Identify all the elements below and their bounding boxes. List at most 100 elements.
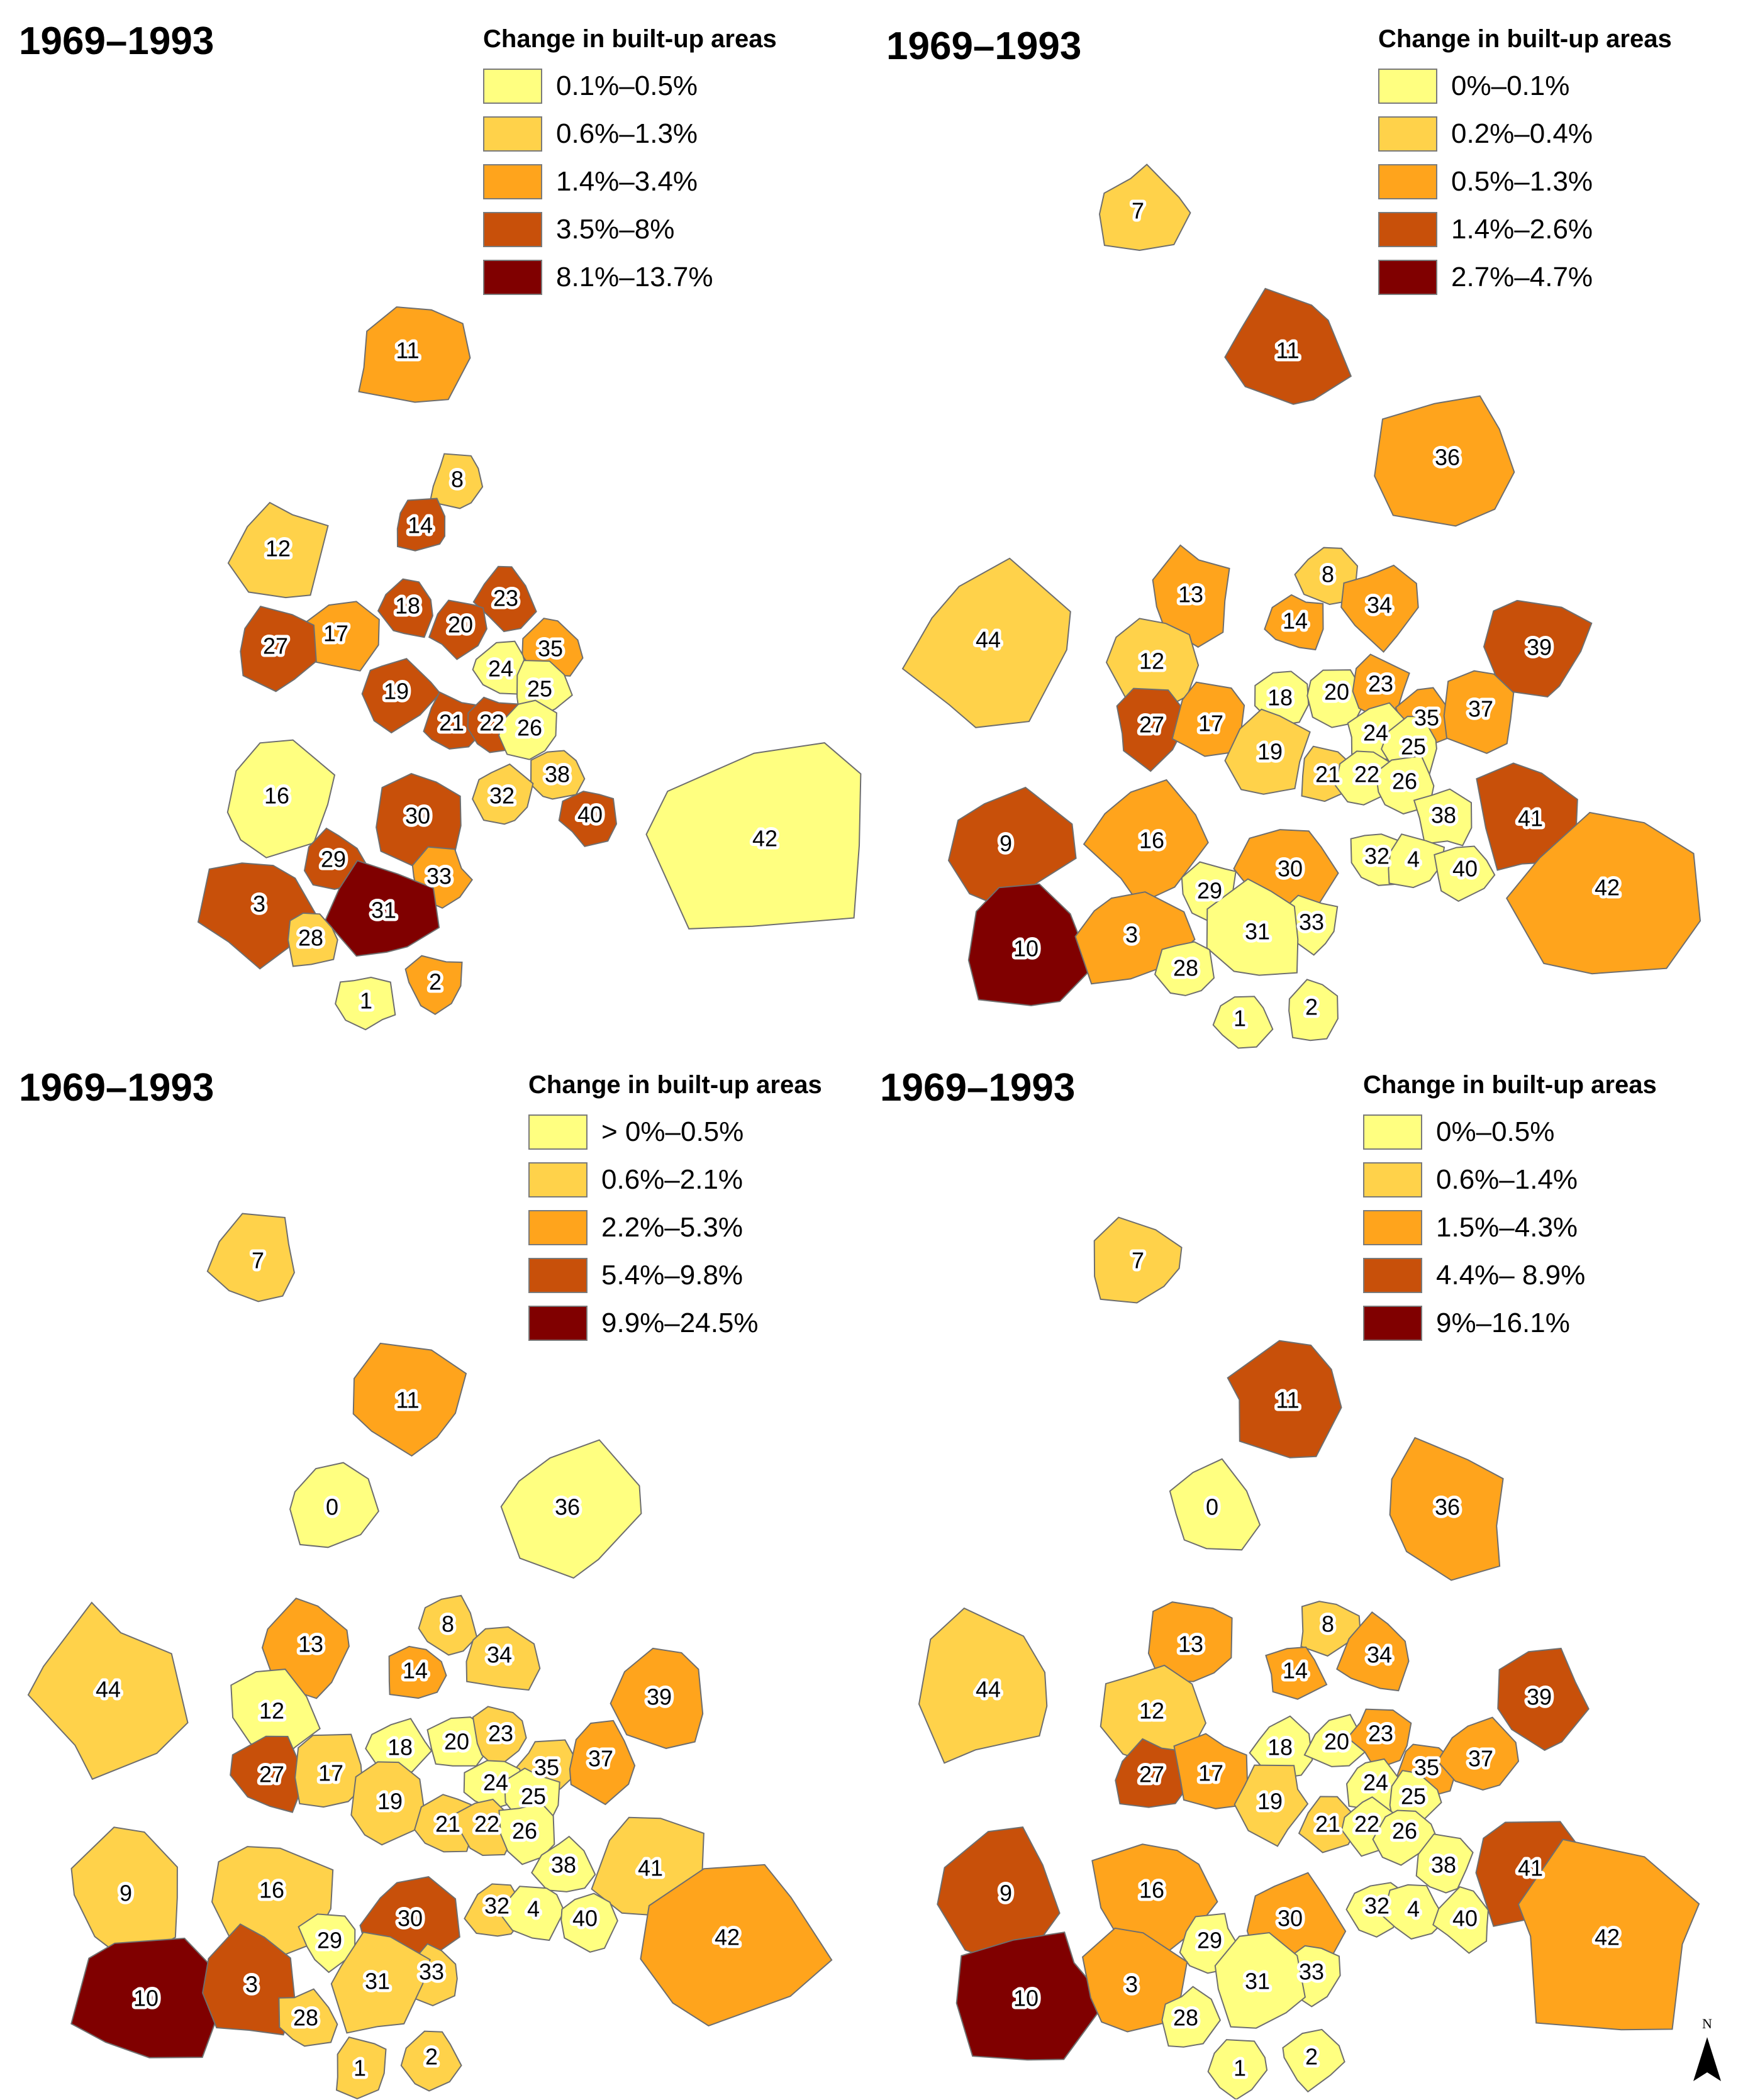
- region-label-12: 12: [1139, 1698, 1164, 1724]
- region-label-3: 3: [253, 891, 265, 917]
- region-2: [1282, 2028, 1345, 2093]
- map-panel-3: 1969–1993 7 11 0 36 13 8 14 34 44 12 39 18 20 23 27 17 3…: [0, 1050, 880, 2099]
- region-label-17: 17: [323, 621, 348, 647]
- region-label-20: 20: [1324, 679, 1349, 705]
- legend-item: 1.4%–3.4%: [483, 158, 777, 206]
- region-38: [1413, 788, 1473, 847]
- region-label-22: 22: [1354, 1811, 1379, 1837]
- legend-label: 0%–0.1%: [1451, 70, 1570, 101]
- region-label-8: 8: [1322, 1611, 1334, 1637]
- region-label-10: 10: [1013, 936, 1039, 962]
- region-44: [27, 1601, 189, 1781]
- region-8: [1300, 1601, 1361, 1657]
- region-label-23: 23: [1368, 1721, 1393, 1747]
- region-label-19: 19: [1257, 1789, 1283, 1814]
- legend-swatch: [528, 1114, 588, 1150]
- region-0: [1169, 1458, 1261, 1551]
- region-label-18: 18: [395, 593, 420, 619]
- region-label-28: 28: [293, 2005, 318, 2031]
- legend-swatch: [1363, 1114, 1422, 1150]
- region-28: [1154, 941, 1215, 996]
- legend-title: Change in built-up areas: [483, 25, 777, 53]
- region-label-40: 40: [572, 1906, 598, 1931]
- region-label-35: 35: [1414, 1755, 1439, 1781]
- region-label-16: 16: [259, 1877, 284, 1903]
- region-label-36: 36: [1435, 445, 1460, 470]
- region-20: [1306, 669, 1365, 728]
- region-label-34: 34: [1367, 1642, 1392, 1668]
- legend-item: 4.4%– 8.9%: [1363, 1252, 1657, 1299]
- legend-item: > 0%–0.5%: [528, 1108, 822, 1156]
- region-label-1: 1: [1234, 1006, 1246, 1031]
- region-label-28: 28: [1173, 955, 1198, 981]
- region-7: [206, 1213, 295, 1303]
- region-10: [70, 1937, 221, 2058]
- region-44: [901, 557, 1071, 728]
- region-label-19: 19: [1257, 739, 1283, 765]
- region-label-3: 3: [1125, 922, 1138, 948]
- region-2: [1288, 979, 1339, 1042]
- region-label-2: 2: [425, 2044, 438, 2070]
- region-label-26: 26: [1392, 769, 1417, 794]
- legend-item: 1.4%–2.6%: [1378, 206, 1672, 253]
- region-7: [1098, 164, 1191, 252]
- legend-label: 2.7%–4.7%: [1451, 262, 1593, 292]
- region-label-9: 9: [1000, 1881, 1012, 1906]
- region-12: [227, 501, 329, 599]
- region-label-32: 32: [1364, 843, 1390, 869]
- region-label-40: 40: [1452, 1906, 1478, 1931]
- legend-label: 0.6%–2.1%: [601, 1164, 744, 1195]
- region-27: [1116, 687, 1188, 772]
- region-label-32: 32: [1364, 1893, 1390, 1919]
- legend-label: 3.5%–8%: [556, 214, 675, 245]
- region-39: [1483, 599, 1593, 698]
- region-label-31: 31: [1245, 1969, 1270, 1994]
- region-label-23: 23: [493, 586, 518, 611]
- legend-item: 2.7%–4.7%: [1378, 253, 1672, 301]
- region-10: [955, 1931, 1108, 2061]
- region-8: [1294, 547, 1359, 606]
- region-31: [1214, 1931, 1306, 2029]
- legend: Change in built-up areas 0.1%–0.5% 0.6%–1…: [483, 25, 777, 301]
- legend-item: 9%–16.1%: [1363, 1299, 1657, 1347]
- legend-item: 5.4%–9.8%: [528, 1252, 822, 1299]
- legend-item: 0.6%–1.4%: [1363, 1156, 1657, 1204]
- north-arrow-icon: N: [1688, 2016, 1726, 2085]
- region-label-35: 35: [538, 636, 563, 662]
- legend-swatch: [483, 212, 542, 247]
- region-14: [396, 497, 446, 552]
- region-31: [1206, 878, 1299, 976]
- legend-swatch: [1378, 116, 1437, 152]
- legend-item: 0.1%–0.5%: [483, 62, 777, 110]
- region-label-12: 12: [259, 1698, 284, 1724]
- region-label-18: 18: [1267, 1735, 1293, 1760]
- region-42: [645, 742, 862, 930]
- region-label-27: 27: [1139, 1762, 1164, 1787]
- legend-label: 5.4%–9.8%: [601, 1260, 744, 1291]
- region-42: [640, 1864, 833, 2027]
- region-40: [1434, 845, 1496, 903]
- legend-title: Change in built-up areas: [1378, 25, 1672, 53]
- region-label-30: 30: [405, 803, 430, 829]
- region-label-2: 2: [429, 969, 442, 995]
- region-21: [1298, 1796, 1356, 1853]
- legend-item: 0.2%–0.4%: [1378, 110, 1672, 158]
- region-label-14: 14: [403, 1658, 428, 1684]
- region-label-29: 29: [317, 1928, 342, 1953]
- region-27: [230, 1735, 306, 1813]
- region-label-41: 41: [638, 1855, 663, 1881]
- map-panel-2: 1969–1993 7 11 36 13 8 14 34 44 12 39 18 20 23 27 17 35…: [880, 0, 1760, 1050]
- region-label-44: 44: [976, 627, 1001, 653]
- region-label-35: 35: [1414, 705, 1439, 731]
- region-label-42: 42: [715, 1925, 740, 1950]
- region-label-3: 3: [245, 1972, 258, 1997]
- region-label-13: 13: [1178, 582, 1203, 608]
- region-label-39: 39: [1527, 635, 1552, 660]
- region-label-36: 36: [555, 1494, 580, 1520]
- legend-label: 9.9%–24.5%: [601, 1308, 759, 1338]
- region-label-41: 41: [1518, 806, 1543, 831]
- region-16: [1083, 779, 1209, 905]
- region-20: [428, 599, 487, 660]
